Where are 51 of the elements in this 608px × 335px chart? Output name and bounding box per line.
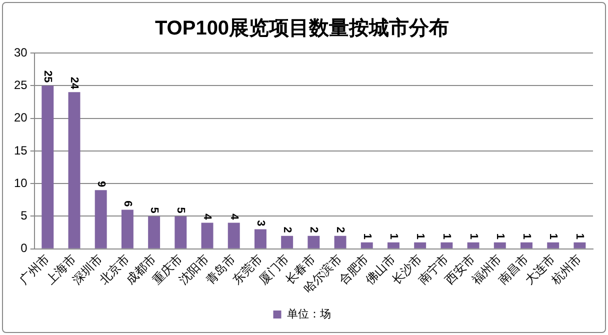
y-tick-label: 20 xyxy=(14,110,28,125)
bar xyxy=(42,86,54,248)
bar xyxy=(254,229,266,248)
y-tick-label: 5 xyxy=(20,208,28,223)
y-tick-label: 0 xyxy=(20,241,28,256)
data-label: 3 xyxy=(254,220,266,226)
data-label: 25 xyxy=(42,70,54,83)
data-label: 1 xyxy=(387,233,400,240)
bar xyxy=(574,242,586,248)
data-label: 1 xyxy=(494,233,506,240)
legend-label: 单位：场 xyxy=(286,308,331,321)
y-tick-label: 25 xyxy=(14,78,28,92)
bar xyxy=(494,242,506,248)
data-label: 6 xyxy=(121,200,134,207)
data-label: 5 xyxy=(174,207,187,214)
data-label: 1 xyxy=(440,233,453,240)
data-label: 1 xyxy=(360,233,373,240)
bar xyxy=(174,216,187,248)
bar xyxy=(68,92,80,248)
bar xyxy=(387,242,400,248)
bar xyxy=(467,242,480,248)
y-tick-label: 10 xyxy=(14,176,28,190)
data-label: 2 xyxy=(334,226,346,233)
data-label: 1 xyxy=(414,233,426,240)
data-label: 24 xyxy=(68,76,80,90)
data-label: 1 xyxy=(547,233,560,240)
data-label: 4 xyxy=(228,214,240,221)
data-label: 4 xyxy=(201,214,214,221)
bar xyxy=(414,242,426,248)
bar xyxy=(201,222,214,248)
bar xyxy=(228,222,240,248)
bar xyxy=(94,190,107,248)
bar xyxy=(308,236,320,248)
chart-title: TOP100展览项目数量按城市分布 xyxy=(154,16,450,40)
data-label: 5 xyxy=(148,207,160,214)
data-label: 9 xyxy=(94,180,107,188)
data-label: 2 xyxy=(281,226,294,233)
bar xyxy=(520,242,532,248)
bar xyxy=(148,216,160,248)
data-label: 2 xyxy=(308,226,320,233)
bar xyxy=(360,242,373,248)
y-tick-label: 15 xyxy=(14,143,28,158)
data-label: 1 xyxy=(574,233,586,240)
bar xyxy=(440,242,453,248)
bar xyxy=(281,236,294,248)
data-label: 1 xyxy=(520,233,532,240)
bar xyxy=(547,242,560,248)
data-label: 1 xyxy=(467,233,480,240)
bar xyxy=(121,210,134,248)
y-tick-label: 30 xyxy=(14,45,28,60)
bar xyxy=(334,236,346,248)
